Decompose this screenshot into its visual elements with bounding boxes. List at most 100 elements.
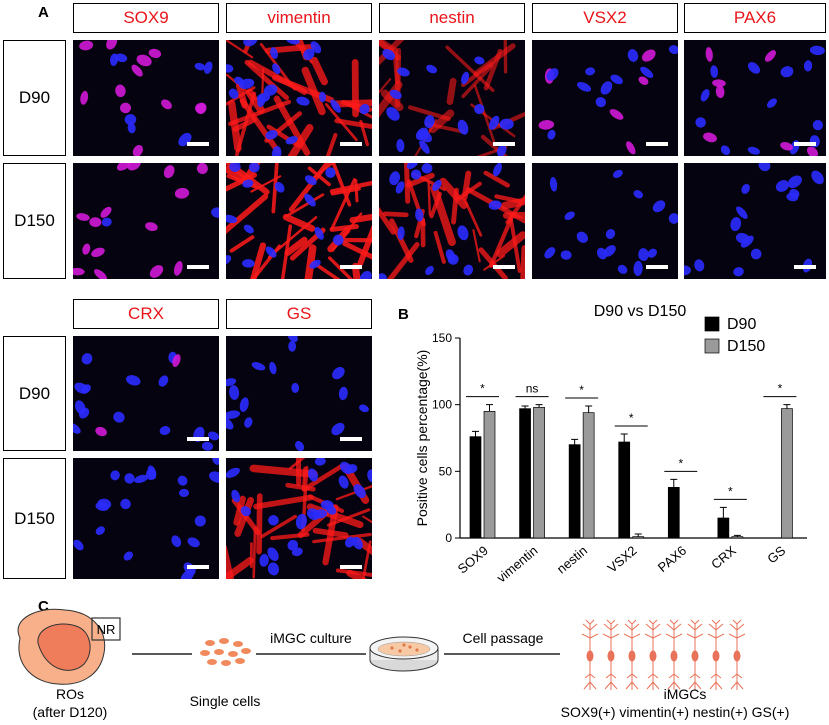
nucleus [256,92,271,103]
organoid-label-2: (after D120) [32,704,108,720]
nucleus [80,90,89,105]
nucleus [314,458,326,466]
error-bar [486,404,493,412]
stain-fiber [379,206,396,235]
organoid-label-1: ROs [56,686,84,702]
micrograph-vimentin-d150 [226,163,372,279]
nucleus [617,264,628,274]
nucleus [97,498,112,510]
nucleus [172,354,181,368]
nucleus [149,265,164,278]
nucleus [243,224,254,234]
stain-fiber [226,193,269,234]
nucleus [386,106,400,121]
stain-fiber [439,177,468,209]
glia-cell-icon [602,619,620,690]
nucleus [605,229,616,239]
nucleus [765,50,776,62]
nucleus [310,41,322,54]
stain-fiber [349,213,372,224]
nucleus [173,261,183,276]
nucleus [228,88,239,99]
nucleus [419,140,430,154]
x-tick-label: nestin [554,543,590,577]
nucleus [178,488,190,498]
nucleus [229,385,240,400]
nucleus [296,96,310,106]
nucleus [641,49,656,62]
nucleus [382,48,396,61]
micrograph-nestin-d90 [379,40,525,156]
stain-fiber [500,197,525,210]
nucleus [736,206,748,219]
nucleus [547,129,556,140]
stain-fiber [473,84,496,143]
error-bar [783,404,791,409]
nucleus [306,508,320,521]
nucleus [73,423,81,434]
x-tick-label: GS [764,543,788,567]
nucleus [346,464,358,474]
scale-bar [493,265,515,269]
stain-fiber [329,180,372,194]
nucleus [331,422,345,436]
nucleus [270,47,278,59]
stain-fiber [403,163,411,204]
nucleus [809,45,825,56]
stain-fiber [250,242,267,279]
nucleus [132,144,143,156]
nucleus [226,467,240,478]
bar-d150-vsx2 [632,536,645,539]
nucleus [585,67,596,76]
significance-mark: * [678,456,683,470]
nucleus [741,183,750,194]
significance-mark: * [728,484,733,498]
nucleus [415,208,424,222]
nucleus [626,141,636,155]
glia-cell-icon [665,619,683,690]
nucleus [274,182,285,193]
stain-fiber [260,514,297,539]
nucleus [209,471,219,483]
nucleus [73,267,85,276]
nucleus [766,98,777,108]
stain-fiber [288,163,331,213]
nucleus [564,211,575,221]
stain-fiber [357,224,372,267]
bar-chart: D90 vs D150 Positive cells percentage(%) 0… [414,303,807,585]
nucleus [747,62,761,74]
nucleus [735,232,750,244]
nucleus [544,247,556,259]
nucleus [124,114,137,125]
stain-fiber [307,166,331,187]
nucleus [229,163,241,172]
nucleus [425,265,434,276]
nucleus [684,265,691,276]
significance-mark: * [480,382,485,396]
legend-swatch [704,316,720,332]
scale-bar [340,565,362,569]
nucleus [304,175,317,186]
nucleus [652,200,666,213]
bar-d150-vimentin [533,406,545,539]
nucleus [123,551,133,561]
glia-cell-icon [644,619,662,690]
nucleus [174,187,190,199]
stain-fiber [405,172,435,188]
nucleus [295,513,307,530]
nucleus [120,102,132,114]
scale-bar [187,265,209,269]
nucleus [158,375,169,387]
stain-fiber [351,262,361,279]
stain-fiber [327,256,354,279]
stain-fiber [267,216,318,259]
nucleus [600,81,613,95]
nucleus [271,145,282,156]
scale-bar [340,142,362,146]
stain-fiber [235,91,257,156]
nucleus [712,79,726,87]
nucleus [187,537,200,548]
nucleus [695,117,706,128]
nucleus [640,66,654,78]
stain-fiber [461,64,493,99]
